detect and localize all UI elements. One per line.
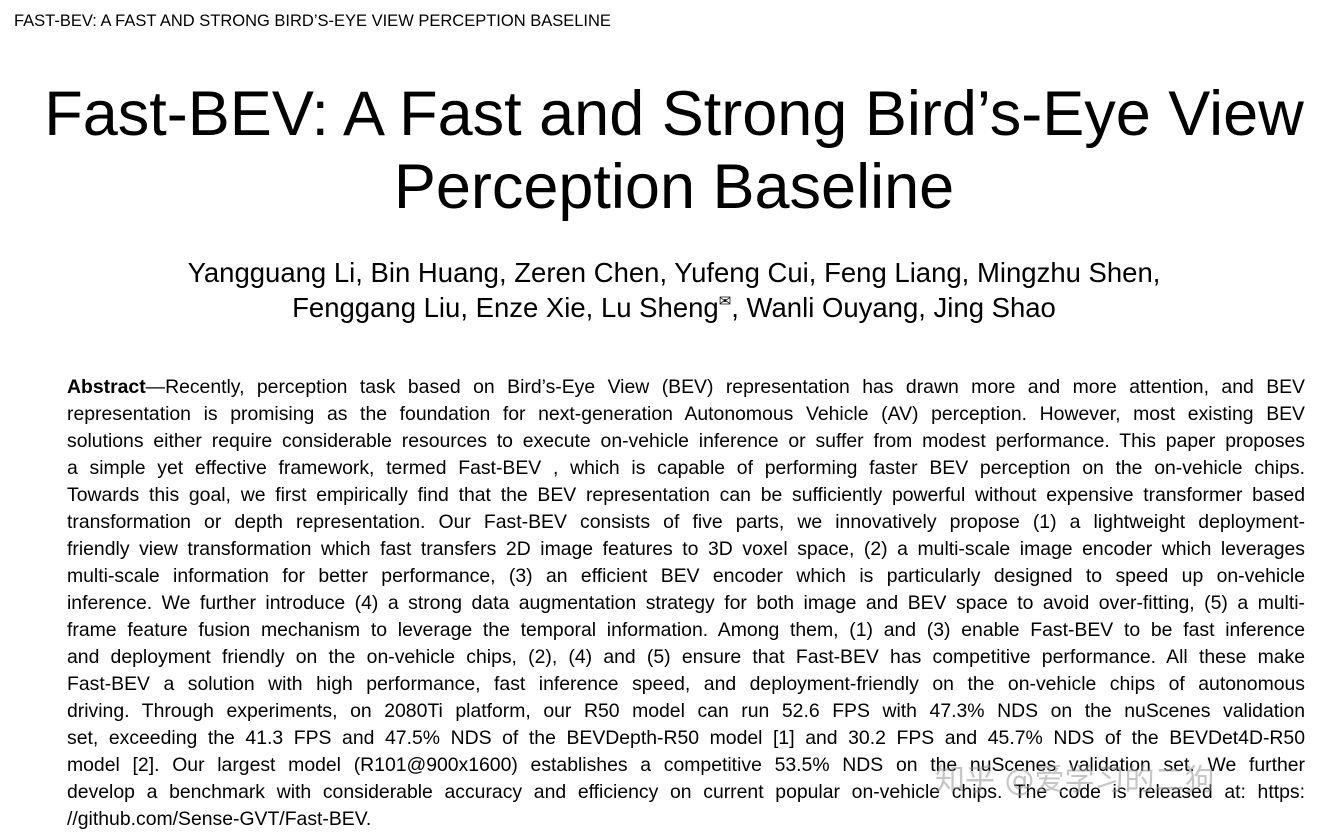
abstract-line: inference. We further introduce (4) a st… [67,592,1305,614]
paper-title: Fast-BEV: A Fast and Strong Bird’s-Eye V… [20,78,1328,224]
abstract-line: driving. Through experiments, on 2080Ti … [67,700,1305,722]
abstract-line: friendly view transformation which fast … [67,538,1305,560]
abstract-line: frame feature fusion mechanism to levera… [67,619,1305,641]
author-line-2: Fenggang Liu, Enze Xie, Lu Sheng✉, Wanli… [20,290,1328,325]
abstract-line: representation is promising as the found… [67,403,1305,425]
abstract-line: //github.com/Sense-GVT/Fast-BEV. [67,808,372,830]
running-header: FAST-BEV: A FAST AND STRONG BIRD’S-EYE V… [14,12,611,30]
abstract-line: Abstract—Recently, perception task based… [67,374,1305,401]
author-list: Yangguang Li, Bin Huang, Zeren Chen, Yuf… [20,255,1328,325]
abstract-line-text: —Recently, perception task based on Bird… [145,376,1305,398]
author-line-2-after: , Wanli Ouyang, Jing Shao [731,292,1056,323]
corresponding-author-icon: ✉ [718,293,732,310]
abstract-line: a simple yet effective framework, termed… [67,457,1305,479]
abstract-line: set, exceeding the 41.3 FPS and 47.5% ND… [67,727,1305,749]
abstract: Abstract—Recently, perception task based… [67,374,1305,833]
title-line-2: Perception Baseline [393,152,955,222]
abstract-line: Towards this goal, we first empirically … [67,484,1305,506]
abstract-line: develop a benchmark with considerable ac… [67,781,1305,803]
abstract-line: multi-scale information for better perfo… [67,565,1305,587]
title-line-1: Fast-BEV: A Fast and Strong Bird’s-Eye V… [44,79,1304,149]
abstract-line: solutions either require considerable re… [67,430,1305,452]
abstract-line: Fast-BEV a solution with high performanc… [67,673,1305,695]
abstract-line: transformation or depth representation. … [67,511,1305,533]
abstract-heading: Abstract [67,376,146,398]
abstract-line: model [2]. Our largest model (R101@900x1… [67,754,1305,776]
author-line-2-before: Fenggang Liu, Enze Xie, Lu Sheng [292,292,719,323]
author-line-1: Yangguang Li, Bin Huang, Zeren Chen, Yuf… [187,257,1161,288]
abstract-line: and deployment friendly on the on-vehicl… [67,646,1305,668]
